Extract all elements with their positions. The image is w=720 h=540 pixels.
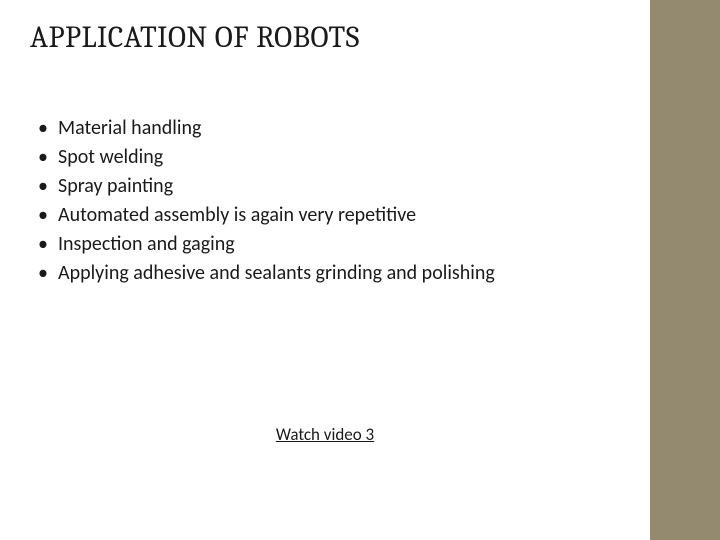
list-item: Material handling: [58, 115, 620, 142]
list-item: Inspection and gaging: [58, 231, 620, 258]
list-item: Spot welding: [58, 144, 620, 171]
sidebar-accent: [650, 0, 720, 540]
slide-content: APPLICATION OF ROBOTS Material handling …: [0, 0, 650, 540]
video-link[interactable]: Watch video 3: [0, 424, 650, 445]
slide-title: APPLICATION OF ROBOTS: [30, 20, 620, 55]
list-item: Spray painting: [58, 173, 620, 200]
list-item: Applying adhesive and sealants grinding …: [58, 260, 620, 287]
bullet-list: Material handling Spot welding Spray pai…: [30, 115, 620, 287]
list-item: Automated assembly is again very repetit…: [58, 202, 620, 229]
